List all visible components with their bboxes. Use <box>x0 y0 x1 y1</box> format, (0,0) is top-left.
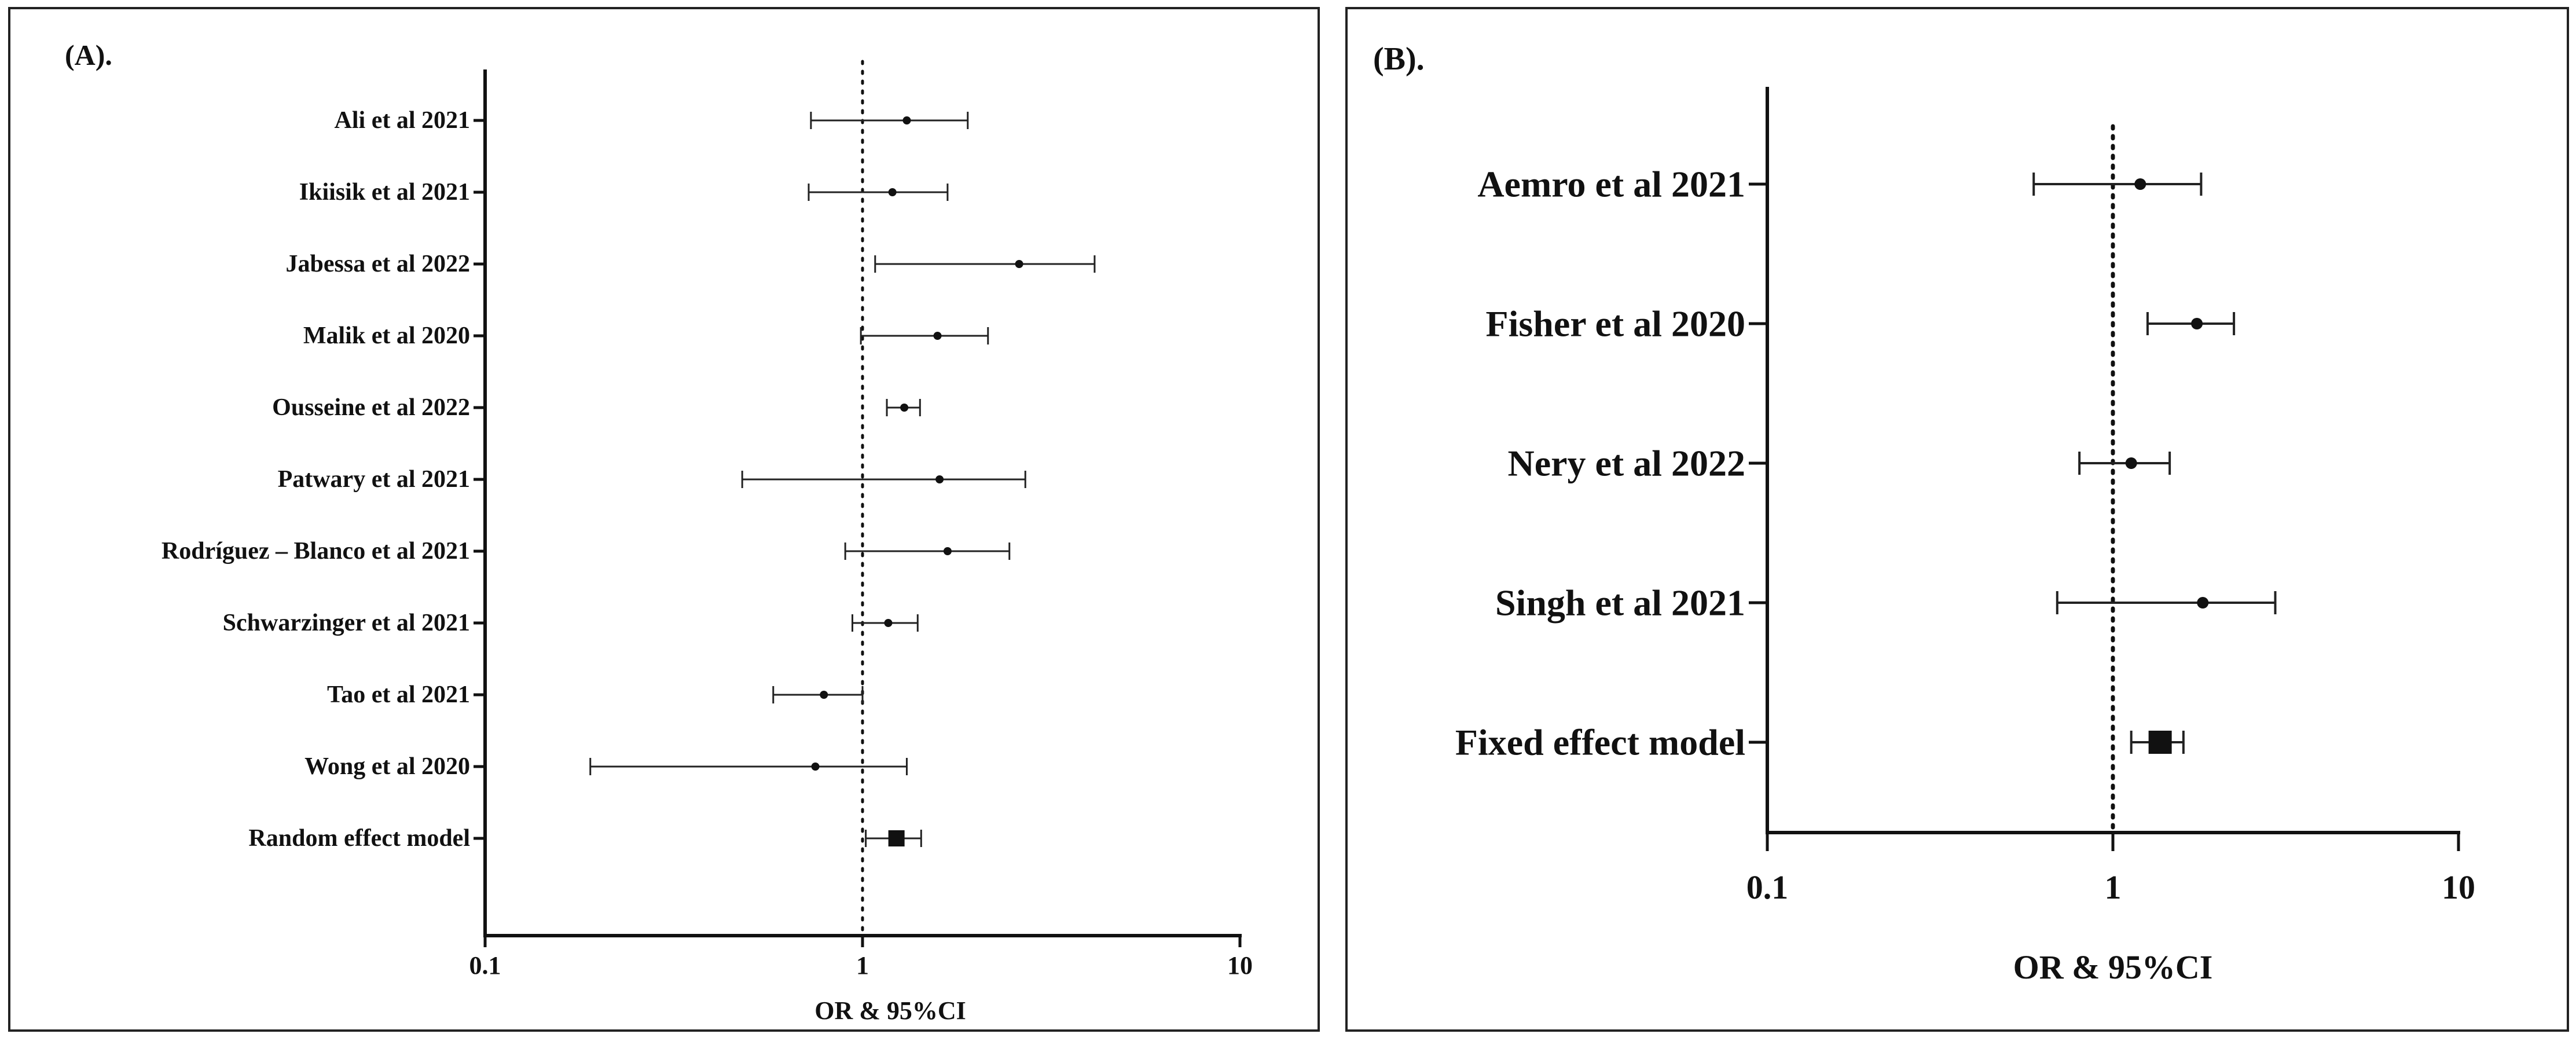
panel-b-plot: 0.1 1 10 OR & 95%CI Aemro et al 2021 Fisher e… <box>1455 87 2475 986</box>
panel-b-frame <box>1345 7 2569 1032</box>
panel-b-label: (B). <box>1373 41 1425 77</box>
panel-b-study-point <box>2191 318 2203 329</box>
panel-a-study-label: Patwary et al 2021 <box>278 466 470 493</box>
panel-a-pooled-label: Random effect model <box>248 825 470 852</box>
panel-b-x-tick-label: 0.1 <box>1746 868 1789 906</box>
panel-a-study-point <box>884 619 893 627</box>
panel-a-label: (A). <box>65 39 112 71</box>
panel-a-study-label: Ousseine et al 2022 <box>272 394 470 421</box>
panel-b-study-label: Singh et al 2021 <box>1495 582 1745 624</box>
panel-a-study-point <box>933 332 942 340</box>
panel-b-study-point <box>2197 597 2209 609</box>
panel-a-study-point <box>1015 260 1023 268</box>
panel-b-study-label: Fisher et al 2020 <box>1485 303 1745 344</box>
panel-a-pooled-estimate <box>888 830 905 846</box>
panel-a-study-label: Ali et al 2021 <box>335 107 470 134</box>
panel-a-study-label: Jabessa et al 2022 <box>286 251 471 277</box>
panel-a-study-label: Rodríguez – Blanco et al 2021 <box>162 538 470 565</box>
panel-b-x-tick-label: 10 <box>2442 868 2475 906</box>
panel-a-study-point <box>900 404 909 412</box>
panel-a-study-label: Tao et al 2021 <box>327 681 470 708</box>
panel-a-study-label: Malik et al 2020 <box>303 322 470 349</box>
panel-b-study-label: Nery et al 2022 <box>1507 443 1745 484</box>
panel-a-frame <box>8 7 1320 1032</box>
panel-a: (A). 0.1 1 10 OR & 95%CI Ali et al 2021 Ikiis… <box>8 7 1320 1032</box>
panel-a-study-point <box>820 691 828 699</box>
panel-a-study-point <box>935 475 944 483</box>
panel-a-study-label: Wong et al 2020 <box>304 753 470 780</box>
panel-b-pooled-estimate <box>2148 731 2172 754</box>
panel-b-x-tick-label: 1 <box>2105 868 2122 906</box>
panel-b: (B). 0.1 1 10 OR & 95%CI Aemro et al 2021 Fis… <box>1345 7 2569 1032</box>
panel-a-study-point <box>943 547 952 555</box>
panel-a-study-label: Schwarzinger et al 2021 <box>223 610 470 636</box>
panel-b-study-point <box>2125 457 2137 469</box>
panel-a-plot: 0.1 1 10 OR & 95%CI Ali et al 2021 Ikiisik et… <box>162 60 1253 1025</box>
panel-a-study-point <box>811 763 820 771</box>
panel-b-study-label: Aemro et al 2021 <box>1477 164 1745 205</box>
panel-a-study-point <box>888 188 897 196</box>
panel-a-x-tick-label: 1 <box>856 951 869 980</box>
panel-b-pooled-label: Fixed effect model <box>1455 722 1745 763</box>
panel-a-x-axis-title: OR & 95%CI <box>814 996 966 1025</box>
panel-a-x-tick-label: 10 <box>1227 951 1253 980</box>
panel-a-study-point <box>902 116 911 124</box>
panel-b-x-axis-title: OR & 95%CI <box>2013 948 2213 986</box>
panel-a-study-label: Ikiisik et al 2021 <box>299 179 470 206</box>
panel-a-x-tick-label: 0.1 <box>469 951 501 980</box>
panel-b-study-point <box>2134 178 2146 190</box>
